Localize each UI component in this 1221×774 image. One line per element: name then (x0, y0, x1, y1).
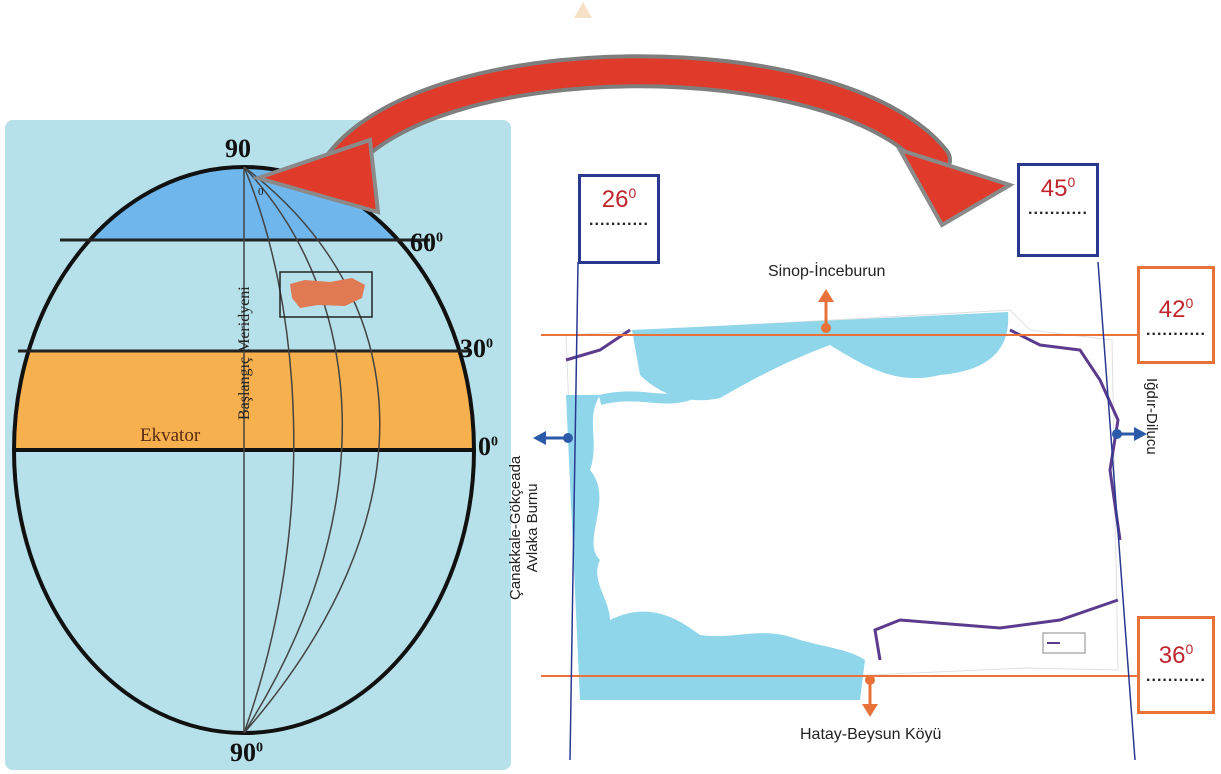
meridian-30 (243, 166, 343, 734)
lat-0-text: 0 (478, 432, 491, 461)
west-longitude-box: 260 ........... (578, 174, 660, 264)
marmara-sea (598, 390, 692, 405)
label-west-point: Çanakkale-Gökçeada Avlaka Burnu (507, 456, 541, 600)
north-point-marker (821, 323, 831, 333)
east-arrow-head (1134, 427, 1147, 441)
label-east-point: Iğdır-Dilucu (1143, 378, 1160, 455)
turkey-silhouette (290, 278, 365, 308)
meridian-15 (243, 166, 295, 734)
west-longitude-value: 260 (601, 185, 637, 213)
lat-0-degree: 0 (491, 434, 498, 450)
east-longitude-box: 450 ........... (1017, 163, 1099, 257)
longitude-26-line (569, 261, 579, 761)
north-arrow-head (818, 289, 834, 302)
south-arrow-head (862, 704, 878, 717)
label-south-90: 900 (230, 738, 263, 768)
north-point-text: Sinop-İnceburun (768, 263, 886, 280)
country-borders (565, 328, 1122, 661)
lat-30-degree: 0 (486, 336, 493, 352)
longitude-45-line (1097, 261, 1136, 761)
lat-60-degree: 0 (436, 230, 443, 246)
label-lat-30: 300 (460, 334, 493, 364)
south-90-text: 90 (230, 738, 256, 767)
south-point-text: Hatay-Beysun Köyü (800, 726, 942, 743)
label-equator: Ekvator (140, 425, 200, 447)
south-latitude-value: 360 (1158, 641, 1194, 669)
north-latitude-box: 420 ........... (1137, 266, 1215, 364)
label-lat-60: 600 (410, 228, 443, 258)
meridian-zero-text: 0 (258, 186, 264, 198)
label-south-point: Hatay-Beysun Köyü (800, 726, 941, 744)
label-meridian-zero: 0 (258, 186, 264, 198)
label-lat-0: 00 (478, 432, 498, 462)
label-north-point: Sinop-İnceburun (768, 263, 885, 281)
lat-30-text: 30 (460, 334, 486, 363)
east-point-text: Iğdır-Dilucu (1143, 378, 1160, 455)
label-north-90: 90 (225, 134, 251, 164)
south-90-degree: 0 (256, 740, 263, 756)
south-latitude-blank: ........... (1146, 668, 1206, 685)
east-longitude-blank: ........... (1028, 201, 1088, 218)
north-90-text: 90 (225, 134, 251, 163)
north-latitude-blank: ........... (1146, 322, 1206, 339)
aegean-mediterranean-sea (566, 395, 865, 700)
west-longitude-blank: ........... (589, 212, 649, 229)
meridian-45 (243, 166, 381, 734)
east-point-marker (1112, 429, 1122, 439)
map-legend (1042, 632, 1086, 654)
west-point-marker (563, 433, 573, 443)
south-latitude-box: 360 ........... (1137, 616, 1215, 714)
west-point-line2: Avlaka Burnu (524, 483, 541, 573)
west-point-line1: Çanakkale-Gökçeada (507, 455, 524, 600)
turkey-frame (279, 271, 373, 318)
north-latitude-value: 420 (1158, 295, 1194, 323)
south-point-marker (865, 675, 875, 685)
lat-60-text: 60 (410, 228, 436, 257)
east-longitude-value: 450 (1040, 174, 1076, 202)
west-arrow-head (533, 431, 546, 445)
equator-text: Ekvator (140, 425, 201, 446)
